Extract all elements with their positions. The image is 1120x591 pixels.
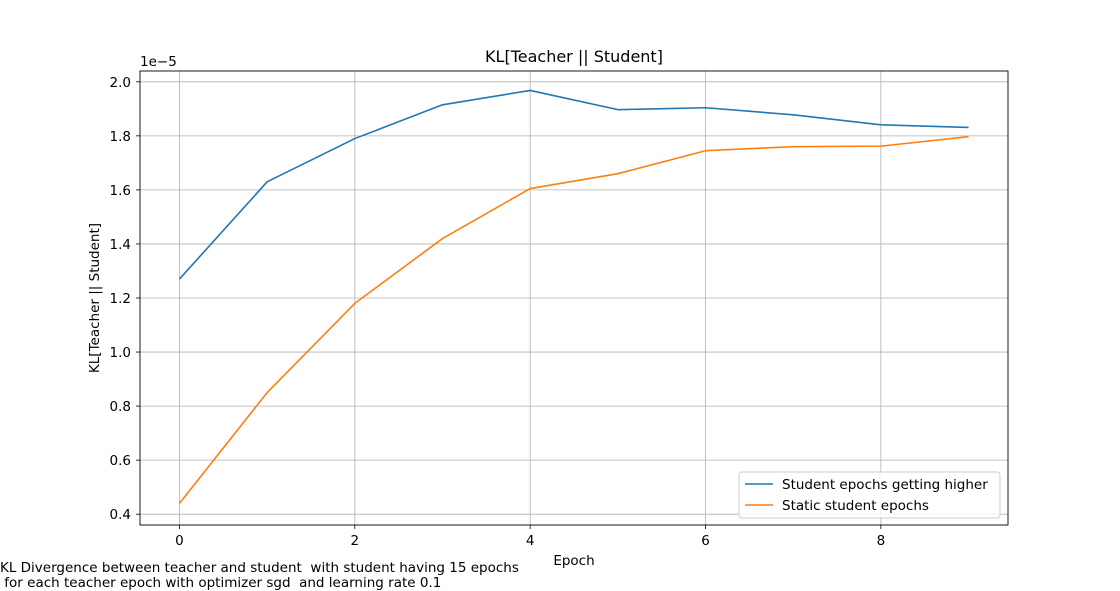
chart-title: KL[Teacher || Student] (485, 47, 663, 66)
y-tick-label: 1.2 (110, 291, 131, 307)
y-tick-label: 0.8 (110, 399, 131, 415)
y-tick-label: 1.0 (110, 345, 131, 361)
legend-label: Student epochs getting higher (782, 477, 988, 493)
caption-line-2: for each teacher epoch with optimizer sg… (0, 575, 442, 591)
axis-ticks: 0 2 4 6 8 0.4 0.6 0.8 1.0 1.2 1.4 1.6 1.8 2.0 (110, 75, 886, 549)
x-tick-label: 2 (351, 533, 360, 549)
x-axis-label: Epoch (553, 553, 594, 569)
series-lines (178, 89, 969, 504)
y-tick-label: 2.0 (110, 75, 131, 91)
x-tick-label: 0 (175, 533, 184, 549)
caption-line-1: KL Divergence between teacher and studen… (0, 560, 519, 576)
x-tick-label: 6 (701, 533, 710, 549)
legend: Student epochs getting higher Static stud… (738, 471, 1001, 519)
x-tick-label: 4 (526, 533, 535, 549)
y-tick-label: 1.6 (110, 183, 131, 199)
grid-lines (140, 71, 1008, 525)
series-line-2 (178, 135, 969, 504)
series-line-1 (178, 89, 969, 280)
y-axis-offset-label: 1e−5 (140, 54, 177, 70)
y-tick-label: 1.4 (110, 237, 131, 253)
y-axis-label: KL[Teacher || Student] (87, 223, 103, 373)
y-tick-label: 1.8 (110, 129, 131, 145)
y-tick-label: 0.4 (110, 507, 131, 523)
legend-box (738, 471, 1001, 519)
legend-label: Static student epochs (782, 498, 929, 514)
x-tick-label: 8 (877, 533, 886, 549)
y-tick-label: 0.6 (110, 453, 131, 469)
